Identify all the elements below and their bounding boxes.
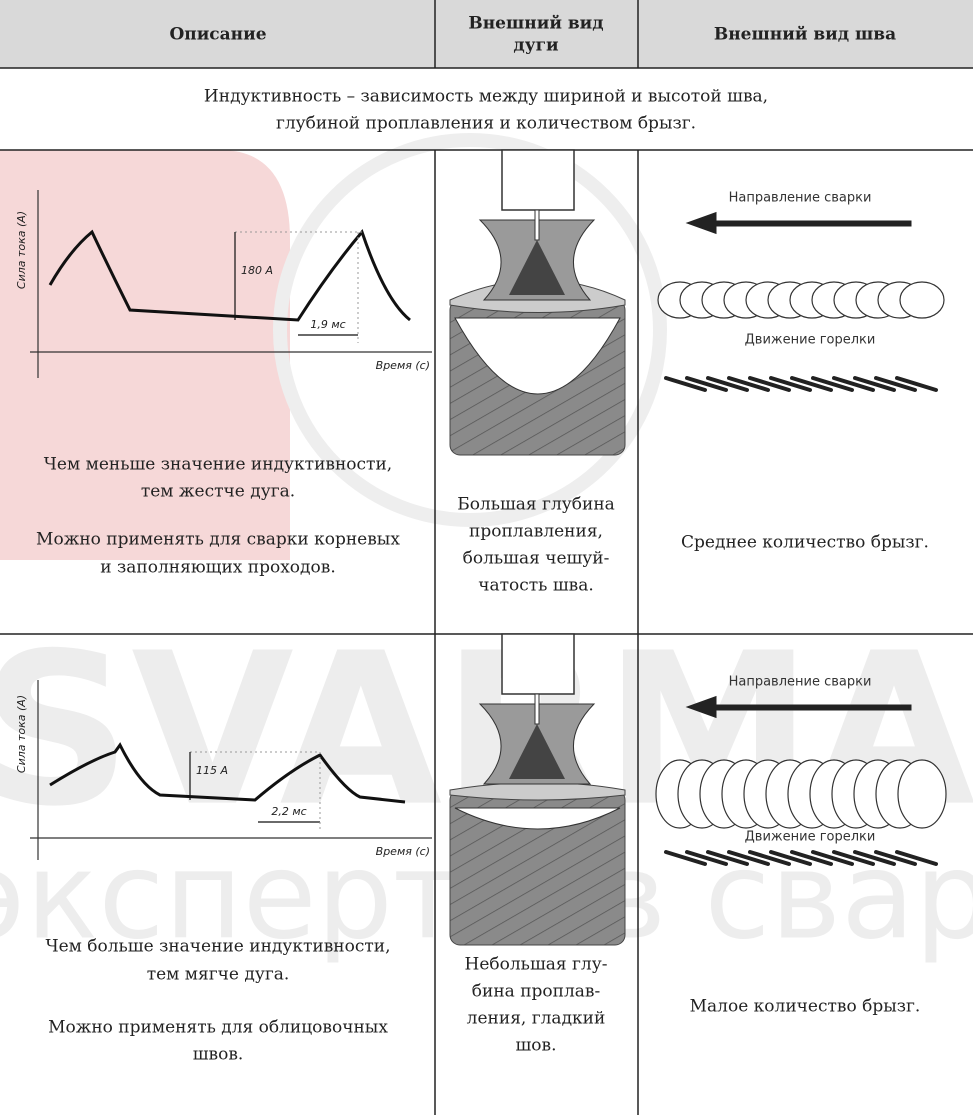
intro-line: глубиной проплавления и количеством брыз… [276, 114, 696, 134]
torch-motion [832, 850, 875, 866]
nozzle [501, 149, 575, 211]
torch-motion [769, 850, 812, 866]
torch-motion [811, 850, 854, 866]
torch-motion [664, 376, 707, 392]
description-line: швов. [193, 1045, 244, 1065]
arc-text-line: Небольшая глу- [465, 955, 608, 975]
torch-motion [748, 850, 791, 866]
description-line: тем мягче дуга. [147, 965, 290, 985]
time-label: 2,2 мс [271, 805, 306, 818]
torch-motion [811, 376, 854, 392]
direction-arrow [685, 211, 912, 235]
header-cell: дуги [513, 36, 559, 56]
torch-motion [664, 850, 707, 866]
current-curve [49, 742, 406, 804]
axis-label: Время (с) [376, 845, 430, 858]
time-label: 1,9 мс [310, 318, 345, 331]
nozzle [501, 633, 575, 695]
seam-text: Малое количество брызг. [690, 997, 921, 1017]
weld-pool [454, 807, 621, 830]
current-curve [48, 228, 411, 322]
torch-motion [895, 850, 938, 866]
torch-motion [748, 376, 791, 392]
torch-motion [853, 376, 896, 392]
seam-label: Движение горелки [745, 830, 876, 845]
description-line: тем жестче дуга. [141, 482, 295, 502]
arc-text-line: шов. [515, 1036, 556, 1056]
torch-motion [790, 376, 833, 392]
description-line: Можно применять для облицовочных [48, 1018, 388, 1038]
axis-label: Время (с) [376, 359, 430, 372]
torch-motion [874, 850, 917, 866]
header-cell: Внешний вид шва [714, 25, 896, 45]
torch-motion [769, 376, 812, 392]
header-cell: Внешний вид [468, 14, 603, 34]
ripple [899, 281, 945, 319]
intro-line: Индуктивность – зависимость между ширино… [204, 87, 768, 107]
peak-label: 115 А [196, 764, 228, 777]
arc-text-line: проплавления, [469, 522, 603, 542]
arc-text-line: чатость шва. [478, 576, 594, 596]
description-line: Можно применять для сварки корневых [36, 530, 400, 550]
arc-text-line: ления, гладкий [467, 1009, 606, 1029]
torch-motion [727, 376, 770, 392]
torch-motion [832, 376, 875, 392]
wire [534, 693, 540, 725]
seam-label: Движение горелки [745, 333, 876, 348]
torch-motion [706, 376, 749, 392]
arc-cone [509, 240, 565, 295]
watermark: SVARMA эксперты в сварке [0, 133, 973, 967]
torch-motion [685, 376, 728, 392]
arc-text-line: Большая глубина [457, 495, 615, 515]
arc-text-line: бина проплав- [472, 982, 600, 1002]
ripple [897, 759, 947, 829]
wire [534, 209, 540, 241]
torch-motion [790, 850, 833, 866]
seam-label: Направление сварки [729, 191, 872, 206]
seam-text: Среднее количество брызг. [681, 533, 929, 553]
header-bg [0, 0, 973, 68]
header-cell: Описание [169, 25, 266, 45]
description-line: и заполняющих проходов. [100, 558, 335, 578]
description-line: Чем больше значение индуктивности, [45, 937, 390, 957]
seam-label: Направление сварки [729, 675, 872, 690]
torch-motion [853, 850, 896, 866]
axis-label: Сила тока (А) [15, 695, 28, 773]
description-line: Чем меньше значение индуктивности, [44, 455, 392, 475]
torch-motion [874, 376, 917, 392]
axis-label: Сила тока (А) [15, 211, 28, 289]
peak-label: 180 А [241, 264, 273, 277]
torch-motion [706, 850, 749, 866]
arc-text-line: большая чешуй- [463, 549, 610, 569]
torch-motion [895, 376, 938, 392]
torch-motion [685, 850, 728, 866]
weld-pool [454, 317, 621, 395]
torch-motion [727, 850, 770, 866]
watermark-shape [273, 133, 667, 527]
arc-cone [509, 724, 565, 779]
direction-arrow [685, 695, 912, 719]
